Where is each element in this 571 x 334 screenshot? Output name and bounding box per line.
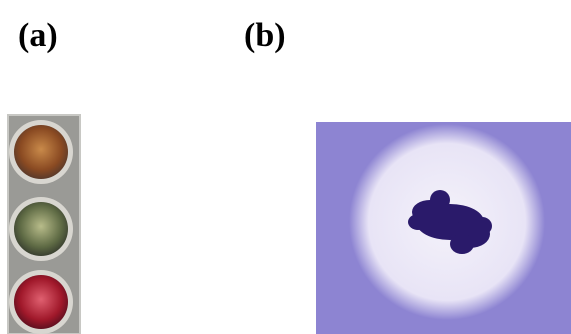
panel-label: (a)	[18, 17, 58, 54]
photo-a	[8, 115, 80, 334]
panel-label: (b)	[244, 17, 286, 54]
page: (a) (b) (() => { const data = JSON.parse…	[0, 0, 571, 334]
figure: (a) (b)	[0, 0, 571, 334]
photo-b	[316, 122, 571, 334]
